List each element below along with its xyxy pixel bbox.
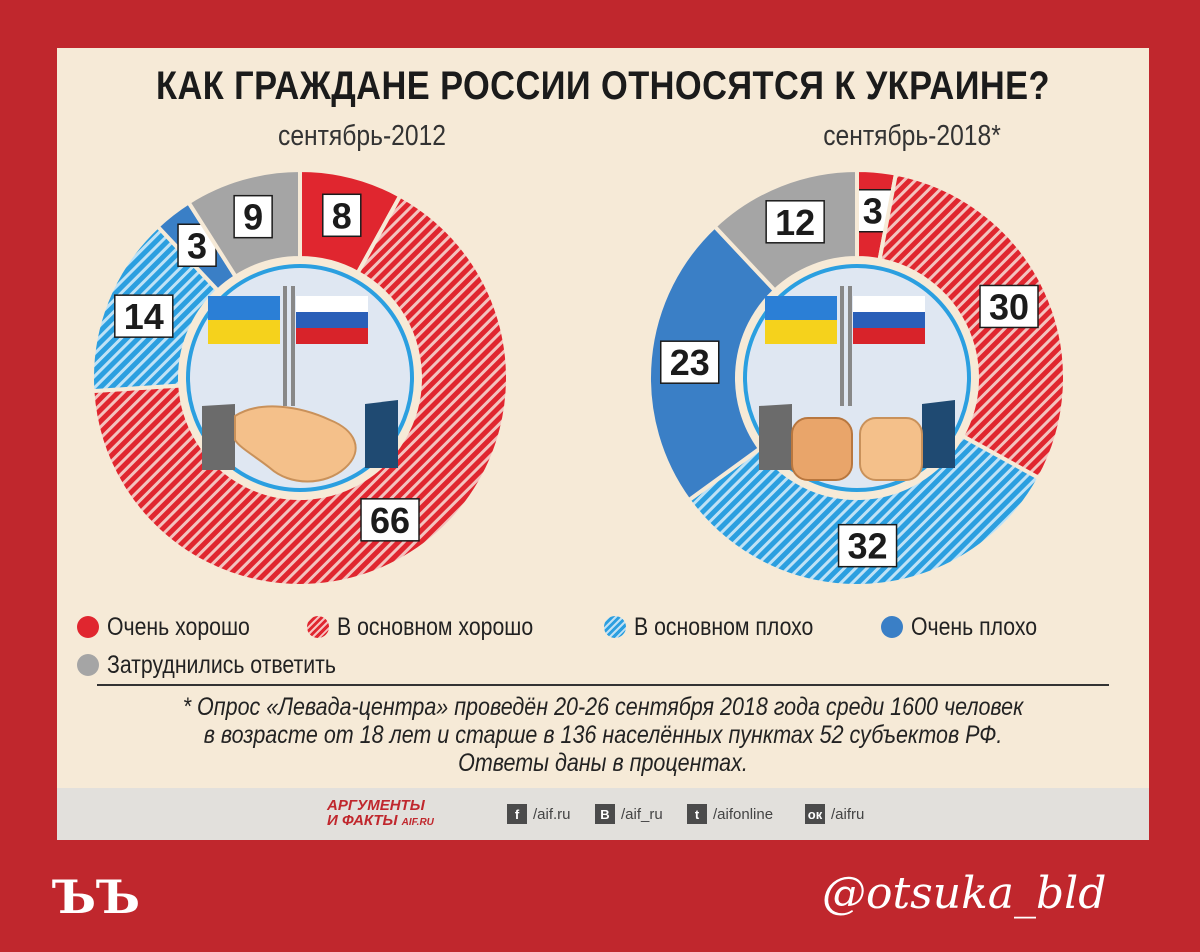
watermark-left: ЪЪ [52, 870, 141, 924]
vk-icon: B [595, 804, 615, 824]
legend-swatch-icon [881, 616, 903, 638]
aif-logo[interactable]: АРГУМЕНТЫ И ФАКТЫ AIF.RU [327, 797, 434, 829]
legend-item-undecided: Затруднились ответить [77, 650, 376, 680]
legend-label: Затруднились ответить [107, 650, 336, 679]
footnote-line: Ответы даны в процентах. [458, 749, 748, 777]
donut-segment-mostly-good [90, 193, 510, 588]
svg-text:12: 12 [775, 202, 815, 243]
legend-item-mostly-good: В основном хорошо [307, 612, 568, 642]
social-vk-link[interactable]: B /aif_ru [595, 804, 663, 824]
data-label-very-bad: 3 [177, 223, 217, 268]
data-label-very-bad: 23 [659, 340, 720, 384]
donut-chart-2018: 3 30 32 23 12 [647, 167, 1067, 588]
handshake-icon [202, 400, 398, 483]
svg-text:30: 30 [989, 286, 1029, 327]
data-label-undecided: 12 [765, 200, 825, 244]
donut-segment-mostly-good [877, 171, 1067, 481]
data-label-undecided: 9 [233, 194, 273, 239]
data-label-mostly-bad: 14 [114, 294, 174, 338]
svg-text:32: 32 [848, 526, 888, 567]
svg-text:3: 3 [863, 191, 883, 232]
donut-chart-2012: 8 66 14 39 [90, 167, 510, 588]
donut-segment-mostly-bad [685, 433, 1042, 588]
svg-text:23: 23 [670, 342, 710, 383]
divider [97, 684, 1109, 686]
chart-subtitle-2012: сентябрь-2012 [277, 120, 447, 152]
legend-label: Очень плохо [911, 612, 1038, 641]
page-title: КАК ГРАЖДАНЕ РОССИИ ОТНОСЯТСЯ К УКРАИНЕ? [156, 64, 1050, 108]
twitter-icon: t [687, 804, 707, 824]
svg-text:9: 9 [243, 197, 263, 238]
data-label-mostly-good: 66 [360, 498, 420, 542]
footer-bar: АРГУМЕНТЫ И ФАКТЫ AIF.RU f /aif.ru B /ai… [57, 788, 1149, 840]
legend-swatch-icon [77, 654, 99, 676]
chart-subtitle-2018: сентябрь-2018* [823, 120, 1001, 152]
legend-label: В основном плохо [634, 612, 814, 641]
facebook-icon: f [507, 804, 527, 824]
legend-label: Очень хорошо [107, 612, 250, 641]
svg-text:3: 3 [187, 225, 207, 266]
odnoklassniki-icon: ок [805, 804, 825, 824]
legend-swatch-icon [604, 616, 626, 638]
fist-bump-icon [759, 400, 955, 481]
watermark-right: @otsuka_bld [822, 868, 1107, 919]
flags-icon-2018 [765, 286, 925, 406]
data-label-very-good: 8 [322, 193, 362, 238]
legend-swatch-icon [307, 616, 329, 638]
footnote-line: * Опрос «Левада-центра» проведён 20-26 с… [182, 693, 1024, 721]
social-facebook-link[interactable]: f /aif.ru [507, 804, 571, 824]
footnote-line: в возрасте от 18 лет и старше в 136 насе… [203, 721, 1003, 749]
legend-item-mostly-bad: В основном плохо [604, 612, 845, 642]
legend-swatch-icon [77, 616, 99, 638]
legend-item-very-good: Очень хорошо [77, 612, 275, 642]
legend-item-very-bad: Очень плохо [881, 612, 1059, 642]
social-twitter-link[interactable]: t /aifonline [687, 804, 773, 824]
flags-icon-2012 [208, 286, 368, 406]
legend-label: В основном хорошо [337, 612, 534, 641]
social-ok-link[interactable]: ок /aifru [805, 804, 864, 824]
center-emblem [186, 264, 414, 492]
svg-text:66: 66 [370, 500, 410, 541]
svg-text:8: 8 [332, 195, 352, 236]
infographic-card: КАК ГРАЖДАНЕ РОССИИ ОТНОСЯТСЯ К УКРАИНЕ?… [57, 48, 1149, 840]
footnote: * Опрос «Левада-центра» проведён 20-26 с… [173, 693, 1033, 777]
data-label-mostly-bad: 32 [837, 523, 898, 568]
data-label-mostly-good: 30 [979, 284, 1039, 329]
svg-text:14: 14 [124, 296, 164, 337]
center-emblem [743, 264, 971, 492]
